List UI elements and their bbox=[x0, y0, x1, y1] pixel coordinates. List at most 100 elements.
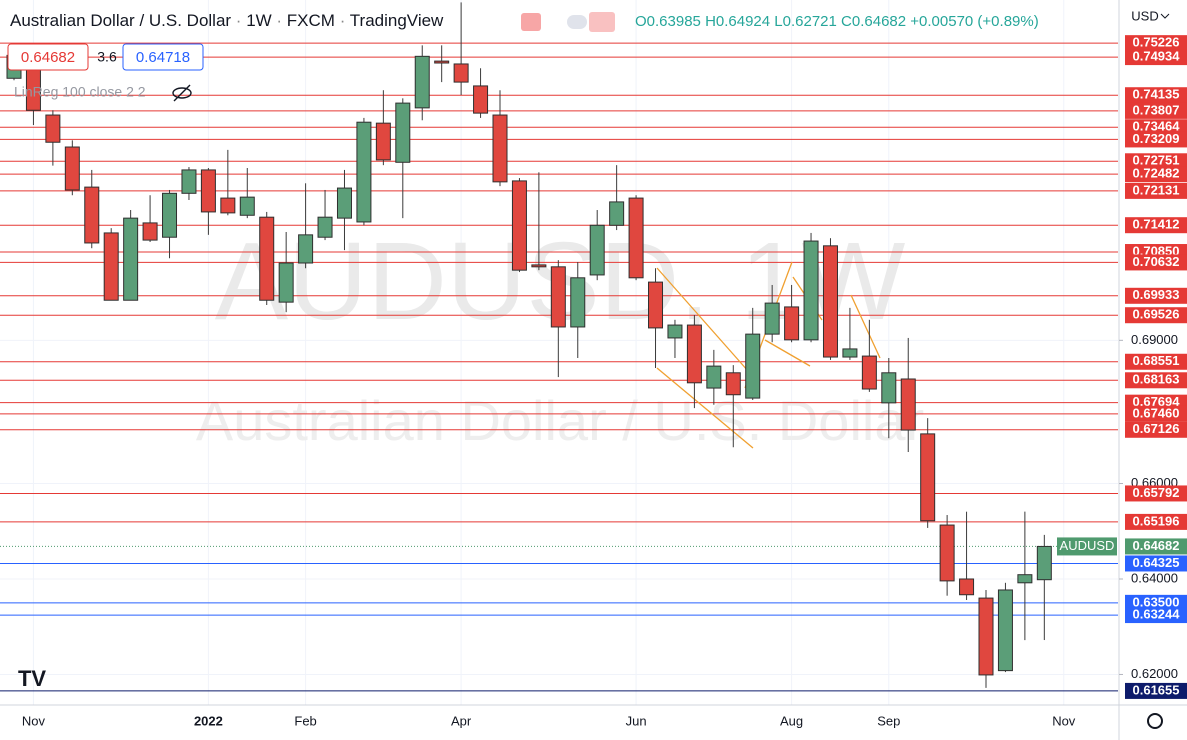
candle-body bbox=[997, 589, 1013, 672]
ohlc-high: H0.64924 bbox=[705, 13, 770, 30]
candle-body bbox=[142, 222, 158, 241]
level-label-box bbox=[1125, 49, 1187, 66]
separator: · bbox=[231, 11, 246, 30]
level-label-box bbox=[1125, 119, 1187, 136]
candle-body bbox=[609, 201, 625, 226]
header: Australian Dollar / U.S. Dollar · 1W · F… bbox=[10, 11, 444, 30]
level-label: 0.67126 bbox=[1133, 421, 1180, 436]
level-label-box bbox=[1125, 35, 1187, 52]
status-icon[interactable] bbox=[521, 13, 541, 31]
candle-body bbox=[550, 266, 566, 328]
candle-body bbox=[414, 55, 430, 109]
candle-body bbox=[395, 102, 411, 163]
level-label-box bbox=[1125, 166, 1187, 183]
x-tick-label: Apr bbox=[451, 713, 472, 728]
exchange: FXCM bbox=[287, 11, 335, 30]
candle-body bbox=[881, 372, 897, 404]
candle-body bbox=[64, 146, 80, 191]
candle-body bbox=[667, 324, 683, 339]
level-label-box bbox=[1125, 421, 1187, 438]
currency-caret bbox=[1160, 13, 1170, 19]
settings-icon[interactable] bbox=[1147, 713, 1163, 729]
candle-body bbox=[900, 378, 916, 431]
toggle-icon[interactable] bbox=[567, 15, 587, 29]
currency-label[interactable]: USD bbox=[1131, 8, 1158, 23]
level-label-box bbox=[1125, 372, 1187, 389]
level-label: 0.68163 bbox=[1133, 372, 1180, 387]
price-box[interactable] bbox=[122, 43, 204, 71]
candle-body bbox=[278, 262, 294, 303]
logo[interactable]: TV bbox=[18, 666, 46, 691]
level-label: 0.72751 bbox=[1133, 153, 1180, 168]
hide-icon[interactable] bbox=[172, 84, 192, 102]
spread-text: 3.6 bbox=[97, 49, 117, 65]
x-tick-label: Sep bbox=[877, 713, 900, 728]
indicator-label: LinReg 100 close 2 2 bbox=[14, 84, 146, 100]
candle-body bbox=[803, 240, 819, 341]
level-label: 0.63500 bbox=[1133, 594, 1180, 609]
candle-body bbox=[453, 63, 469, 83]
grid bbox=[0, 0, 1118, 705]
candle-body bbox=[920, 433, 936, 522]
level-label: 0.65196 bbox=[1133, 513, 1180, 528]
candle-body bbox=[103, 232, 119, 301]
level-label: 0.73209 bbox=[1133, 131, 1180, 146]
level-label-box bbox=[1125, 131, 1187, 148]
level-label: 0.65792 bbox=[1133, 485, 1180, 500]
price-box-text: 0.64718 bbox=[136, 49, 190, 66]
candle-body bbox=[745, 333, 761, 399]
candle-body bbox=[259, 216, 275, 301]
candle-body bbox=[123, 217, 139, 301]
level-label: 0.68551 bbox=[1133, 353, 1180, 368]
level-label: 0.72482 bbox=[1133, 166, 1180, 181]
x-tick-label: Aug bbox=[780, 713, 803, 728]
x-tick-label: Nov bbox=[1052, 713, 1076, 728]
level-label-box bbox=[1125, 405, 1187, 422]
candle-body bbox=[220, 197, 236, 214]
candle-body bbox=[959, 578, 975, 596]
candle-body bbox=[531, 264, 547, 268]
interval: 1W bbox=[246, 11, 272, 30]
level-label-box bbox=[1125, 555, 1187, 572]
last-price-label: 0.64682 bbox=[1133, 538, 1180, 553]
candle-body bbox=[356, 121, 372, 223]
eye-slash bbox=[173, 84, 191, 102]
price-box[interactable] bbox=[7, 43, 89, 71]
trend-line bbox=[656, 267, 757, 381]
candle-body bbox=[706, 365, 722, 389]
candle-body bbox=[1017, 574, 1033, 584]
level-label: 0.72131 bbox=[1133, 182, 1180, 197]
candle-body bbox=[181, 169, 197, 194]
level-label-box bbox=[1125, 682, 1187, 699]
candle-body bbox=[45, 114, 61, 143]
candle-body bbox=[336, 187, 352, 219]
brand: TradingView bbox=[350, 11, 444, 30]
trend-line bbox=[850, 294, 881, 359]
level-label: 0.63244 bbox=[1133, 607, 1181, 622]
ohlc-change: +0.00570 (+0.89%) bbox=[910, 13, 1038, 30]
level-label: 0.67694 bbox=[1133, 394, 1181, 409]
level-label: 0.73464 bbox=[1133, 119, 1181, 134]
eye bbox=[172, 87, 192, 99]
candle-body bbox=[298, 234, 314, 264]
level-label-box bbox=[1125, 513, 1187, 530]
level-label-box bbox=[1125, 102, 1187, 119]
level-label-box bbox=[1125, 485, 1187, 502]
separator: · bbox=[335, 11, 350, 30]
ohlc-header: O0.63985 H0.64924 L0.62721 C0.64682 +0.0… bbox=[635, 13, 1039, 30]
candle-body bbox=[628, 197, 644, 279]
ohlc-close: C0.64682 bbox=[841, 13, 906, 30]
watermark-name: Australian Dollar / U.S. Dollar bbox=[196, 389, 924, 452]
level-label: 0.74135 bbox=[1133, 87, 1180, 102]
level-label: 0.67460 bbox=[1133, 405, 1180, 420]
candles bbox=[6, 2, 1052, 688]
toggle-icon[interactable] bbox=[589, 12, 615, 32]
level-label: 0.74934 bbox=[1133, 49, 1181, 64]
candle-body bbox=[511, 180, 527, 271]
candle-body bbox=[239, 196, 255, 216]
candle-body bbox=[473, 85, 489, 114]
level-label: 0.61655 bbox=[1133, 682, 1180, 697]
level-label: 0.69933 bbox=[1133, 287, 1180, 302]
y-tick-label: 0.62000 bbox=[1131, 666, 1178, 681]
